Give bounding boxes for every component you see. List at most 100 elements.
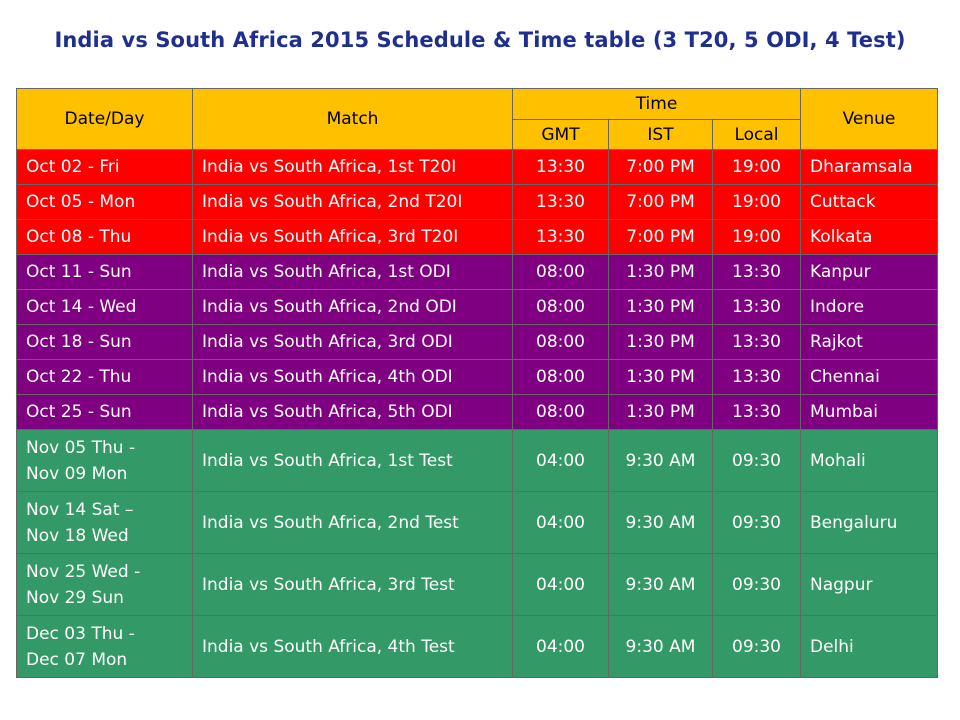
local-cell: 13:30 (712, 324, 801, 360)
table-row: Oct 22 - Thu India vs South Africa, 4th O… (16, 359, 938, 395)
date-line: Oct 18 - Sun (26, 332, 132, 352)
date-line: Nov 25 Wed - (26, 561, 141, 582)
table-row: Oct 11 - Sun India vs South Africa, 1st O… (16, 254, 938, 290)
table-row: Oct 14 - Wed India vs South Africa, 2nd O… (16, 289, 938, 325)
date-cell: Nov 14 Sat – Nov 18 Wed (16, 491, 193, 554)
gmt-cell: 04:00 (512, 553, 609, 616)
ist-cell: 1:30 PM (608, 394, 713, 430)
table-row: Oct 05 - Mon India vs South Africa, 2nd T… (16, 184, 938, 220)
match-cell: India vs South Africa, 3rd T20I (192, 219, 513, 255)
header-gmt: GMT (512, 119, 609, 150)
venue-cell: Dharamsala (800, 149, 938, 185)
venue-cell: Bengaluru (800, 491, 938, 554)
table-row: Nov 25 Wed - Nov 29 Sun India vs South Afr… (16, 553, 938, 616)
gmt-cell: 13:30 (512, 219, 609, 255)
match-cell: India vs South Africa, 2nd ODI (192, 289, 513, 325)
date-cell: Nov 05 Thu - Nov 09 Mon (16, 429, 193, 492)
gmt-cell: 08:00 (512, 289, 609, 325)
schedule-table: Date/Day Match Time Venue GMT IST Local … (16, 88, 938, 678)
venue-cell: Indore (800, 289, 938, 325)
gmt-cell: 04:00 (512, 491, 609, 554)
venue-cell: Mohali (800, 429, 938, 492)
local-cell: 13:30 (712, 254, 801, 290)
local-cell: 09:30 (712, 553, 801, 616)
table-row: Oct 08 - Thu India vs South Africa, 3rd T… (16, 219, 938, 255)
date-cell: Oct 02 - Fri (16, 149, 193, 185)
match-cell: India vs South Africa, 4th ODI (192, 359, 513, 395)
venue-cell: Mumbai (800, 394, 938, 430)
date-cell: Oct 11 - Sun (16, 254, 193, 290)
local-cell: 13:30 (712, 359, 801, 395)
date-line: Oct 22 - Thu (26, 367, 132, 387)
date-line: Nov 09 Mon (26, 463, 128, 484)
date-cell: Oct 05 - Mon (16, 184, 193, 220)
ist-cell: 9:30 AM (608, 429, 713, 492)
ist-cell: 7:00 PM (608, 184, 713, 220)
match-cell: India vs South Africa, 3rd Test (192, 553, 513, 616)
gmt-cell: 08:00 (512, 324, 609, 360)
header-ist: IST (608, 119, 713, 150)
local-cell: 09:30 (712, 491, 801, 554)
date-line: Nov 14 Sat – (26, 499, 134, 520)
date-line: Nov 05 Thu - (26, 437, 136, 458)
ist-cell: 9:30 AM (608, 615, 713, 678)
header-match: Match (192, 88, 513, 150)
date-line: Oct 11 - Sun (26, 262, 132, 282)
ist-cell: 1:30 PM (608, 359, 713, 395)
gmt-cell: 08:00 (512, 254, 609, 290)
table-row: Dec 03 Thu - Dec 07 Mon India vs South Afr… (16, 615, 938, 678)
date-line: Oct 05 - Mon (26, 192, 136, 212)
gmt-cell: 13:30 (512, 184, 609, 220)
gmt-cell: 08:00 (512, 359, 609, 395)
gmt-cell: 13:30 (512, 149, 609, 185)
match-cell: India vs South Africa, 1st ODI (192, 254, 513, 290)
gmt-cell: 04:00 (512, 615, 609, 678)
venue-cell: Rajkot (800, 324, 938, 360)
ist-cell: 9:30 AM (608, 491, 713, 554)
gmt-cell: 04:00 (512, 429, 609, 492)
local-cell: 13:30 (712, 394, 801, 430)
match-cell: India vs South Africa, 1st T20I (192, 149, 513, 185)
table-row: Nov 05 Thu - Nov 09 Mon India vs South Afr… (16, 429, 938, 492)
ist-cell: 9:30 AM (608, 553, 713, 616)
date-line: Dec 03 Thu - (26, 623, 135, 644)
local-cell: 09:30 (712, 429, 801, 492)
venue-cell: Kolkata (800, 219, 938, 255)
table-row: Nov 14 Sat – Nov 18 Wed India vs South Afr… (16, 491, 938, 554)
match-cell: India vs South Africa, 1st Test (192, 429, 513, 492)
ist-cell: 7:00 PM (608, 149, 713, 185)
match-cell: India vs South Africa, 3rd ODI (192, 324, 513, 360)
venue-cell: Kanpur (800, 254, 938, 290)
local-cell: 13:30 (712, 289, 801, 325)
date-cell: Oct 08 - Thu (16, 219, 193, 255)
header-venue: Venue (800, 88, 938, 150)
date-line: Nov 29 Sun (26, 587, 124, 608)
header-local: Local (712, 119, 801, 150)
venue-cell: Chennai (800, 359, 938, 395)
local-cell: 19:00 (712, 149, 801, 185)
date-cell: Oct 14 - Wed (16, 289, 193, 325)
match-cell: India vs South Africa, 2nd Test (192, 491, 513, 554)
venue-cell: Cuttack (800, 184, 938, 220)
date-cell: Oct 22 - Thu (16, 359, 193, 395)
date-line: Nov 18 Wed (26, 525, 129, 546)
date-cell: Oct 25 - Sun (16, 394, 193, 430)
ist-cell: 1:30 PM (608, 254, 713, 290)
date-cell: Nov 25 Wed - Nov 29 Sun (16, 553, 193, 616)
table-row: Oct 18 - Sun India vs South Africa, 3rd O… (16, 324, 938, 360)
date-line: Oct 14 - Wed (26, 297, 137, 317)
date-line: Oct 02 - Fri (26, 157, 120, 177)
table-row: Oct 02 - Fri India vs South Africa, 1st T… (16, 149, 938, 185)
local-cell: 19:00 (712, 219, 801, 255)
match-cell: India vs South Africa, 5th ODI (192, 394, 513, 430)
ist-cell: 1:30 PM (608, 324, 713, 360)
gmt-cell: 08:00 (512, 394, 609, 430)
date-line: Oct 08 - Thu (26, 227, 132, 247)
header-date: Date/Day (16, 88, 193, 150)
venue-cell: Delhi (800, 615, 938, 678)
date-line: Oct 25 - Sun (26, 402, 132, 422)
local-cell: 19:00 (712, 184, 801, 220)
table-row: Oct 25 - Sun India vs South Africa, 5th O… (16, 394, 938, 430)
date-cell: Dec 03 Thu - Dec 07 Mon (16, 615, 193, 678)
match-cell: India vs South Africa, 4th Test (192, 615, 513, 678)
